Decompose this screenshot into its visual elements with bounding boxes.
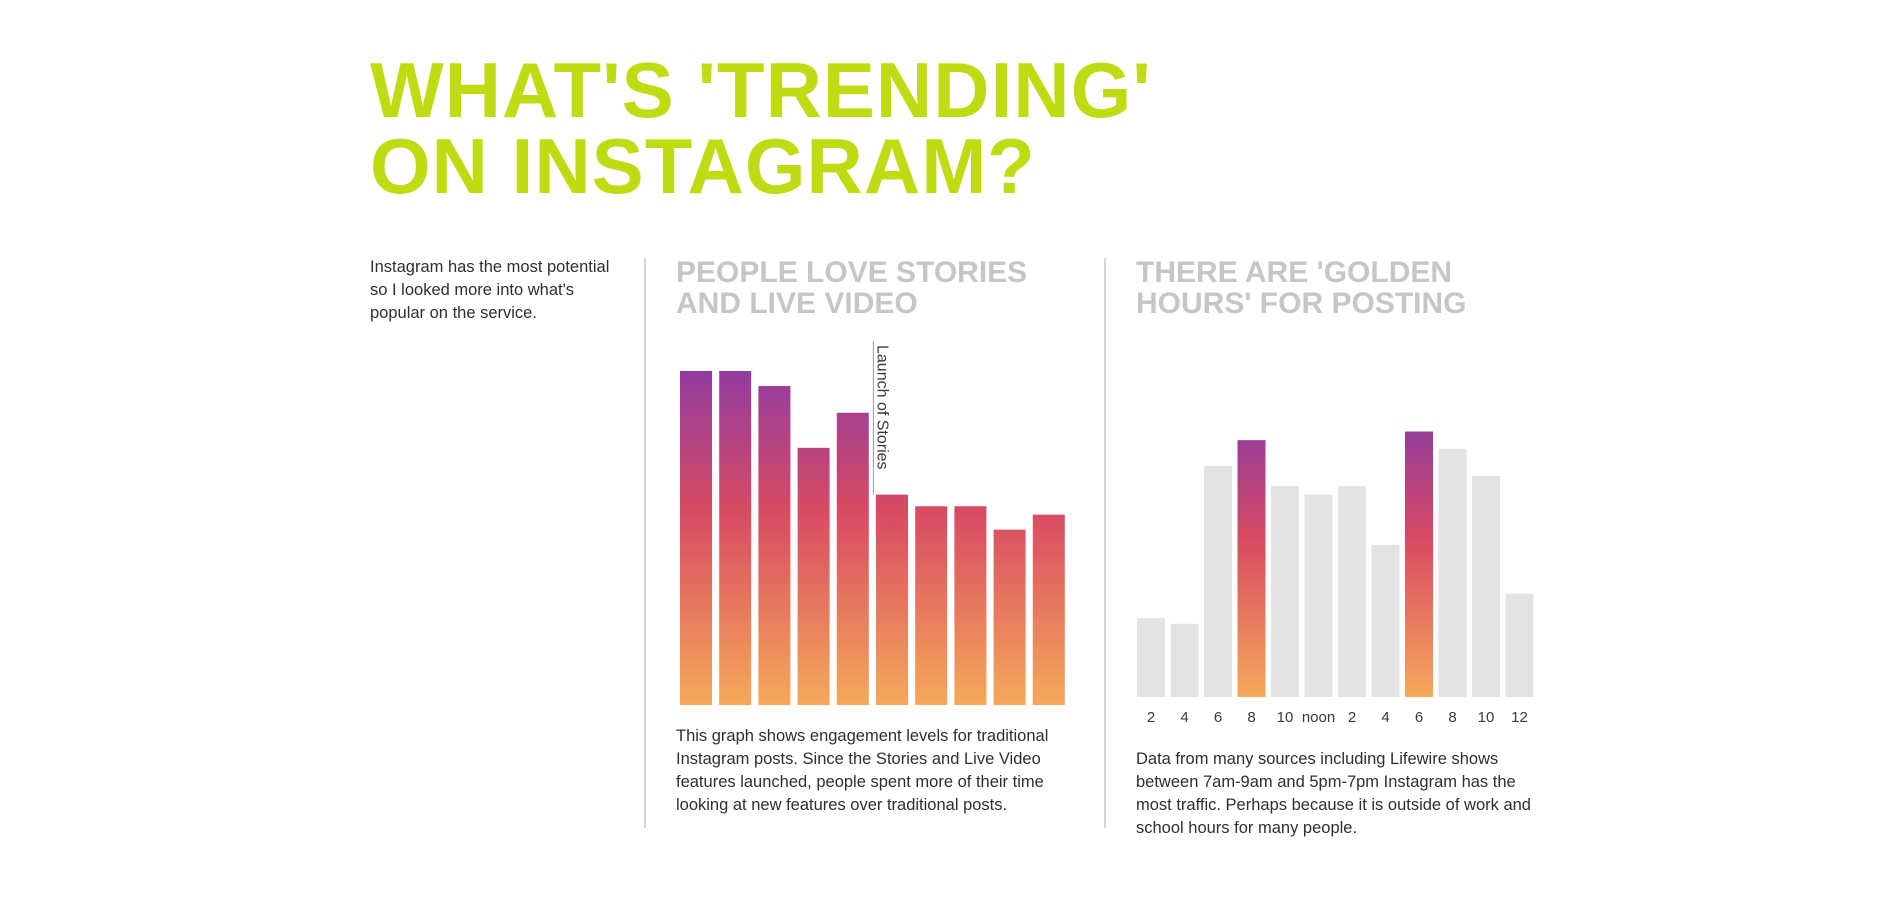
hour-tick-label: 4: [1180, 709, 1188, 726]
page-title-line-2: ON INSTAGRAM?: [370, 122, 1036, 210]
intro-text: Instagram has the most potential so I lo…: [370, 258, 610, 322]
stories-caption: This graph shows engagement levels for t…: [676, 727, 1049, 814]
engagement-bar: [719, 371, 752, 705]
engagement-bar: [915, 506, 948, 705]
golden-hour-bar: [1472, 476, 1500, 697]
golden-hour-bar-highlighted: [1237, 440, 1266, 697]
engagement-bar: [680, 371, 712, 705]
golden-title-line-1: THERE ARE 'GOLDEN: [1136, 256, 1453, 289]
hour-tick-label: 8: [1247, 709, 1255, 726]
engagement-bar: [758, 386, 791, 705]
golden-hour-bar: [1505, 593, 1534, 697]
stories-title-line-2: AND LIVE VIDEO: [676, 287, 918, 320]
column-divider-right: [1104, 258, 1106, 828]
engagement-bar: [876, 494, 908, 705]
hour-tick-label: noon: [1302, 709, 1335, 726]
stories-engagement-chart: Launch of Stories: [680, 341, 1065, 705]
column-divider-left: [644, 258, 646, 828]
golden-hour-bar: [1204, 465, 1232, 697]
golden-hour-bar-highlighted: [1405, 431, 1433, 697]
golden-title-line-2: HOURS' FOR POSTING: [1136, 287, 1467, 320]
golden-hours-chart: 2 4 6 8 10 noon 2 4 6 8 10 12: [1137, 431, 1534, 726]
stories-title-line-1: PEOPLE LOVE STORIES: [676, 256, 1028, 289]
hour-tick-label: 2: [1348, 709, 1356, 726]
golden-hour-bar: [1438, 448, 1467, 697]
engagement-bar: [993, 529, 1026, 705]
golden-hour-bar: [1304, 494, 1333, 697]
golden-hour-bar: [1371, 544, 1400, 697]
golden-hour-bar: [1338, 486, 1366, 697]
hour-tick-label: 4: [1381, 709, 1389, 726]
engagement-bar: [1032, 514, 1065, 705]
golden-hour-bar: [1170, 623, 1199, 697]
hour-tick-label: 10: [1478, 709, 1495, 726]
hour-tick-label: 6: [1415, 709, 1423, 726]
golden-hour-bar: [1137, 618, 1165, 697]
stories-panel-title: PEOPLE LOVE STORIES AND LIVE VIDEO: [676, 257, 1027, 319]
hour-tick-label: 10: [1277, 709, 1294, 726]
hour-tick-label: 6: [1214, 709, 1222, 726]
golden-caption: Data from many sources including Lifewir…: [1136, 750, 1531, 837]
hour-tick-label: 12: [1511, 709, 1528, 726]
engagement-bar: [836, 412, 869, 705]
hour-tick-label: 2: [1147, 709, 1155, 726]
golden-hour-bar: [1271, 486, 1299, 697]
page-title: WHAT'S 'TRENDING' ON INSTAGRAM?: [370, 46, 1152, 210]
stories-launch-annotation: Launch of Stories: [873, 345, 890, 470]
engagement-bar: [954, 506, 987, 705]
page-title-line-1: WHAT'S 'TRENDING': [370, 46, 1152, 134]
hour-tick-label: 8: [1448, 709, 1456, 726]
golden-panel-title: THERE ARE 'GOLDEN HOURS' FOR POSTING: [1136, 257, 1466, 319]
engagement-bar: [797, 447, 830, 705]
